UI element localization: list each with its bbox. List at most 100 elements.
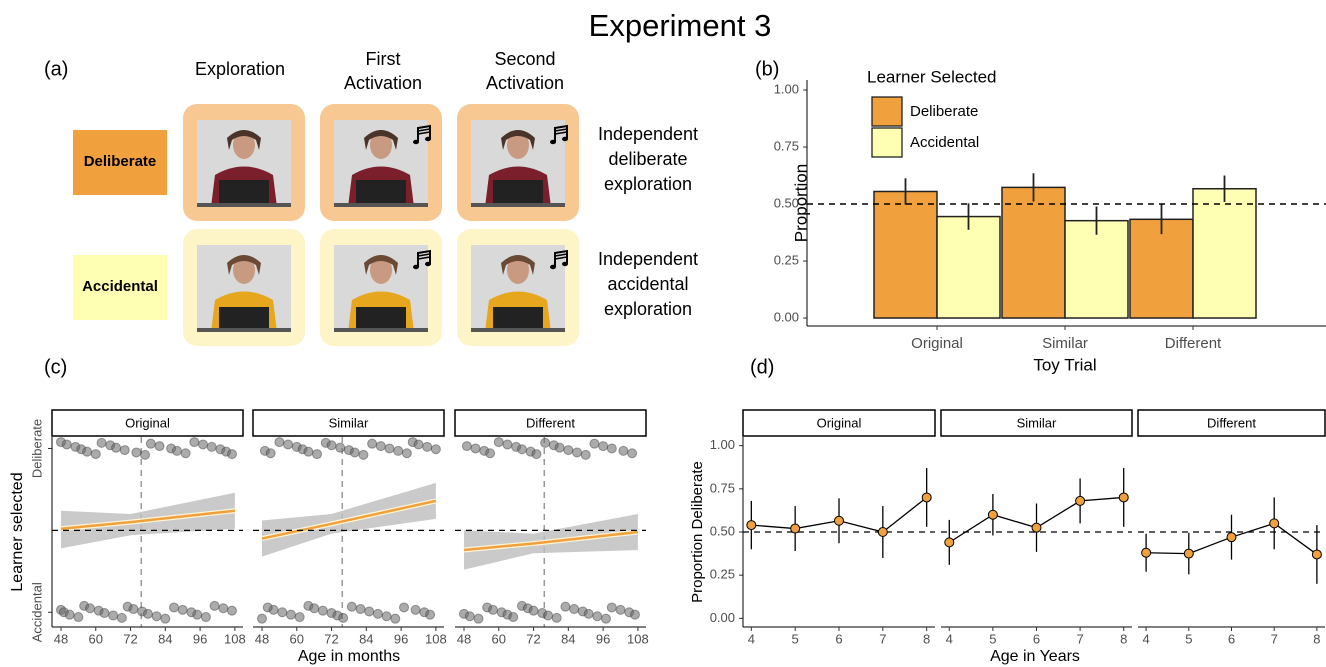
- data-point: [373, 609, 382, 618]
- x-axis-title: Age in Years: [990, 648, 1080, 665]
- figure: Experiment 3 (a)ExplorationFirstActivati…: [0, 0, 1326, 667]
- data-point: [400, 603, 409, 612]
- data-point: [532, 450, 541, 459]
- data-point: [207, 442, 216, 451]
- y-tick-label: 0.75: [774, 138, 799, 153]
- data-point: [350, 448, 359, 457]
- facet-label: Similar: [1017, 415, 1057, 430]
- data-point: [509, 613, 518, 622]
- x-tick-label: 108: [425, 631, 447, 646]
- x-tick-label: 5: [989, 631, 996, 646]
- data-point: [310, 604, 319, 613]
- x-tick-label: 60: [492, 631, 506, 646]
- data-point: [552, 613, 561, 622]
- y-axis-title: Proportion Deliberate: [689, 461, 706, 603]
- x-tick-label: 96: [394, 631, 408, 646]
- data-point: [1270, 519, 1279, 528]
- x-tick-label: 84: [158, 631, 172, 646]
- x-tick-label: 8: [1313, 631, 1320, 646]
- data-point: [170, 603, 179, 612]
- data-point: [359, 450, 368, 459]
- data-point: [97, 438, 106, 447]
- data-point: [581, 450, 590, 459]
- data-point: [327, 441, 336, 450]
- condition-description: exploration: [604, 174, 692, 194]
- column-header: Activation: [344, 73, 422, 93]
- data-point: [304, 447, 313, 456]
- data-point: [835, 516, 844, 525]
- data-point: [117, 613, 126, 622]
- data-point: [607, 444, 616, 453]
- legend-label: Accidental: [910, 134, 979, 151]
- data-point: [141, 450, 150, 459]
- facet-label: Similar: [329, 415, 369, 430]
- data-point: [199, 440, 208, 449]
- data-point: [488, 605, 497, 614]
- x-tick-label: 8: [1120, 631, 1127, 646]
- legend-key: [872, 97, 902, 126]
- data-point: [988, 510, 997, 519]
- data-point: [275, 438, 284, 447]
- data-point: [336, 443, 345, 452]
- data-point: [356, 605, 365, 614]
- data-point: [411, 605, 420, 614]
- data-point: [414, 440, 423, 449]
- x-tick-label: Different: [1165, 335, 1222, 352]
- panel-label: (d): [750, 356, 774, 378]
- data-point: [945, 538, 954, 547]
- x-tick-label: 72: [324, 631, 338, 646]
- video-frame: [197, 245, 291, 332]
- x-tick-label: 96: [596, 631, 610, 646]
- facet-label: Different: [1207, 415, 1256, 430]
- x-tick-label: 4: [946, 631, 953, 646]
- x-tick-label: 60: [290, 631, 304, 646]
- data-point: [155, 442, 164, 451]
- data-point: [465, 612, 474, 621]
- data-point: [584, 609, 593, 618]
- data-point: [181, 449, 190, 458]
- data-point: [474, 614, 483, 623]
- video-frame: [471, 245, 565, 332]
- panel-label: (c): [44, 356, 67, 378]
- condition-description: Independent: [598, 124, 698, 144]
- data-point: [62, 440, 71, 449]
- data-point: [313, 450, 322, 459]
- data-point: [85, 604, 94, 613]
- data-point: [278, 608, 287, 617]
- data-point: [593, 612, 602, 621]
- data-point: [129, 605, 138, 614]
- data-point: [368, 439, 377, 448]
- x-tick-label: 48: [457, 631, 471, 646]
- data-point: [391, 614, 400, 623]
- bar: [1065, 221, 1128, 318]
- condition-description: deliberate: [608, 149, 687, 169]
- data-point: [791, 524, 800, 533]
- data-point: [1076, 496, 1085, 505]
- data-point: [161, 614, 170, 623]
- x-tick-label: 60: [89, 631, 103, 646]
- bar: [1002, 187, 1065, 318]
- condition-description: exploration: [604, 299, 692, 319]
- data-point: [227, 450, 236, 459]
- data-point: [1184, 549, 1193, 558]
- data-point: [143, 609, 152, 618]
- column-header: Exploration: [195, 59, 285, 79]
- video-frame: [197, 120, 291, 207]
- y-tick-label: 1.00: [774, 81, 799, 96]
- data-point: [471, 444, 480, 453]
- data-point: [385, 444, 394, 453]
- legend-label: Deliberate: [910, 103, 978, 120]
- y-tick-label: 0.00: [710, 610, 735, 625]
- x-tick-label: 4: [1142, 631, 1149, 646]
- data-point: [573, 448, 582, 457]
- data-point: [146, 439, 155, 448]
- data-point: [541, 438, 550, 447]
- condition-label: Accidental: [82, 278, 158, 295]
- data-point: [431, 445, 440, 454]
- facet-label: Original: [817, 415, 862, 430]
- bar: [937, 217, 1000, 318]
- condition-label: Deliberate: [84, 153, 157, 170]
- data-point: [284, 440, 293, 449]
- data-point: [616, 605, 625, 614]
- x-tick-label: 7: [1076, 631, 1083, 646]
